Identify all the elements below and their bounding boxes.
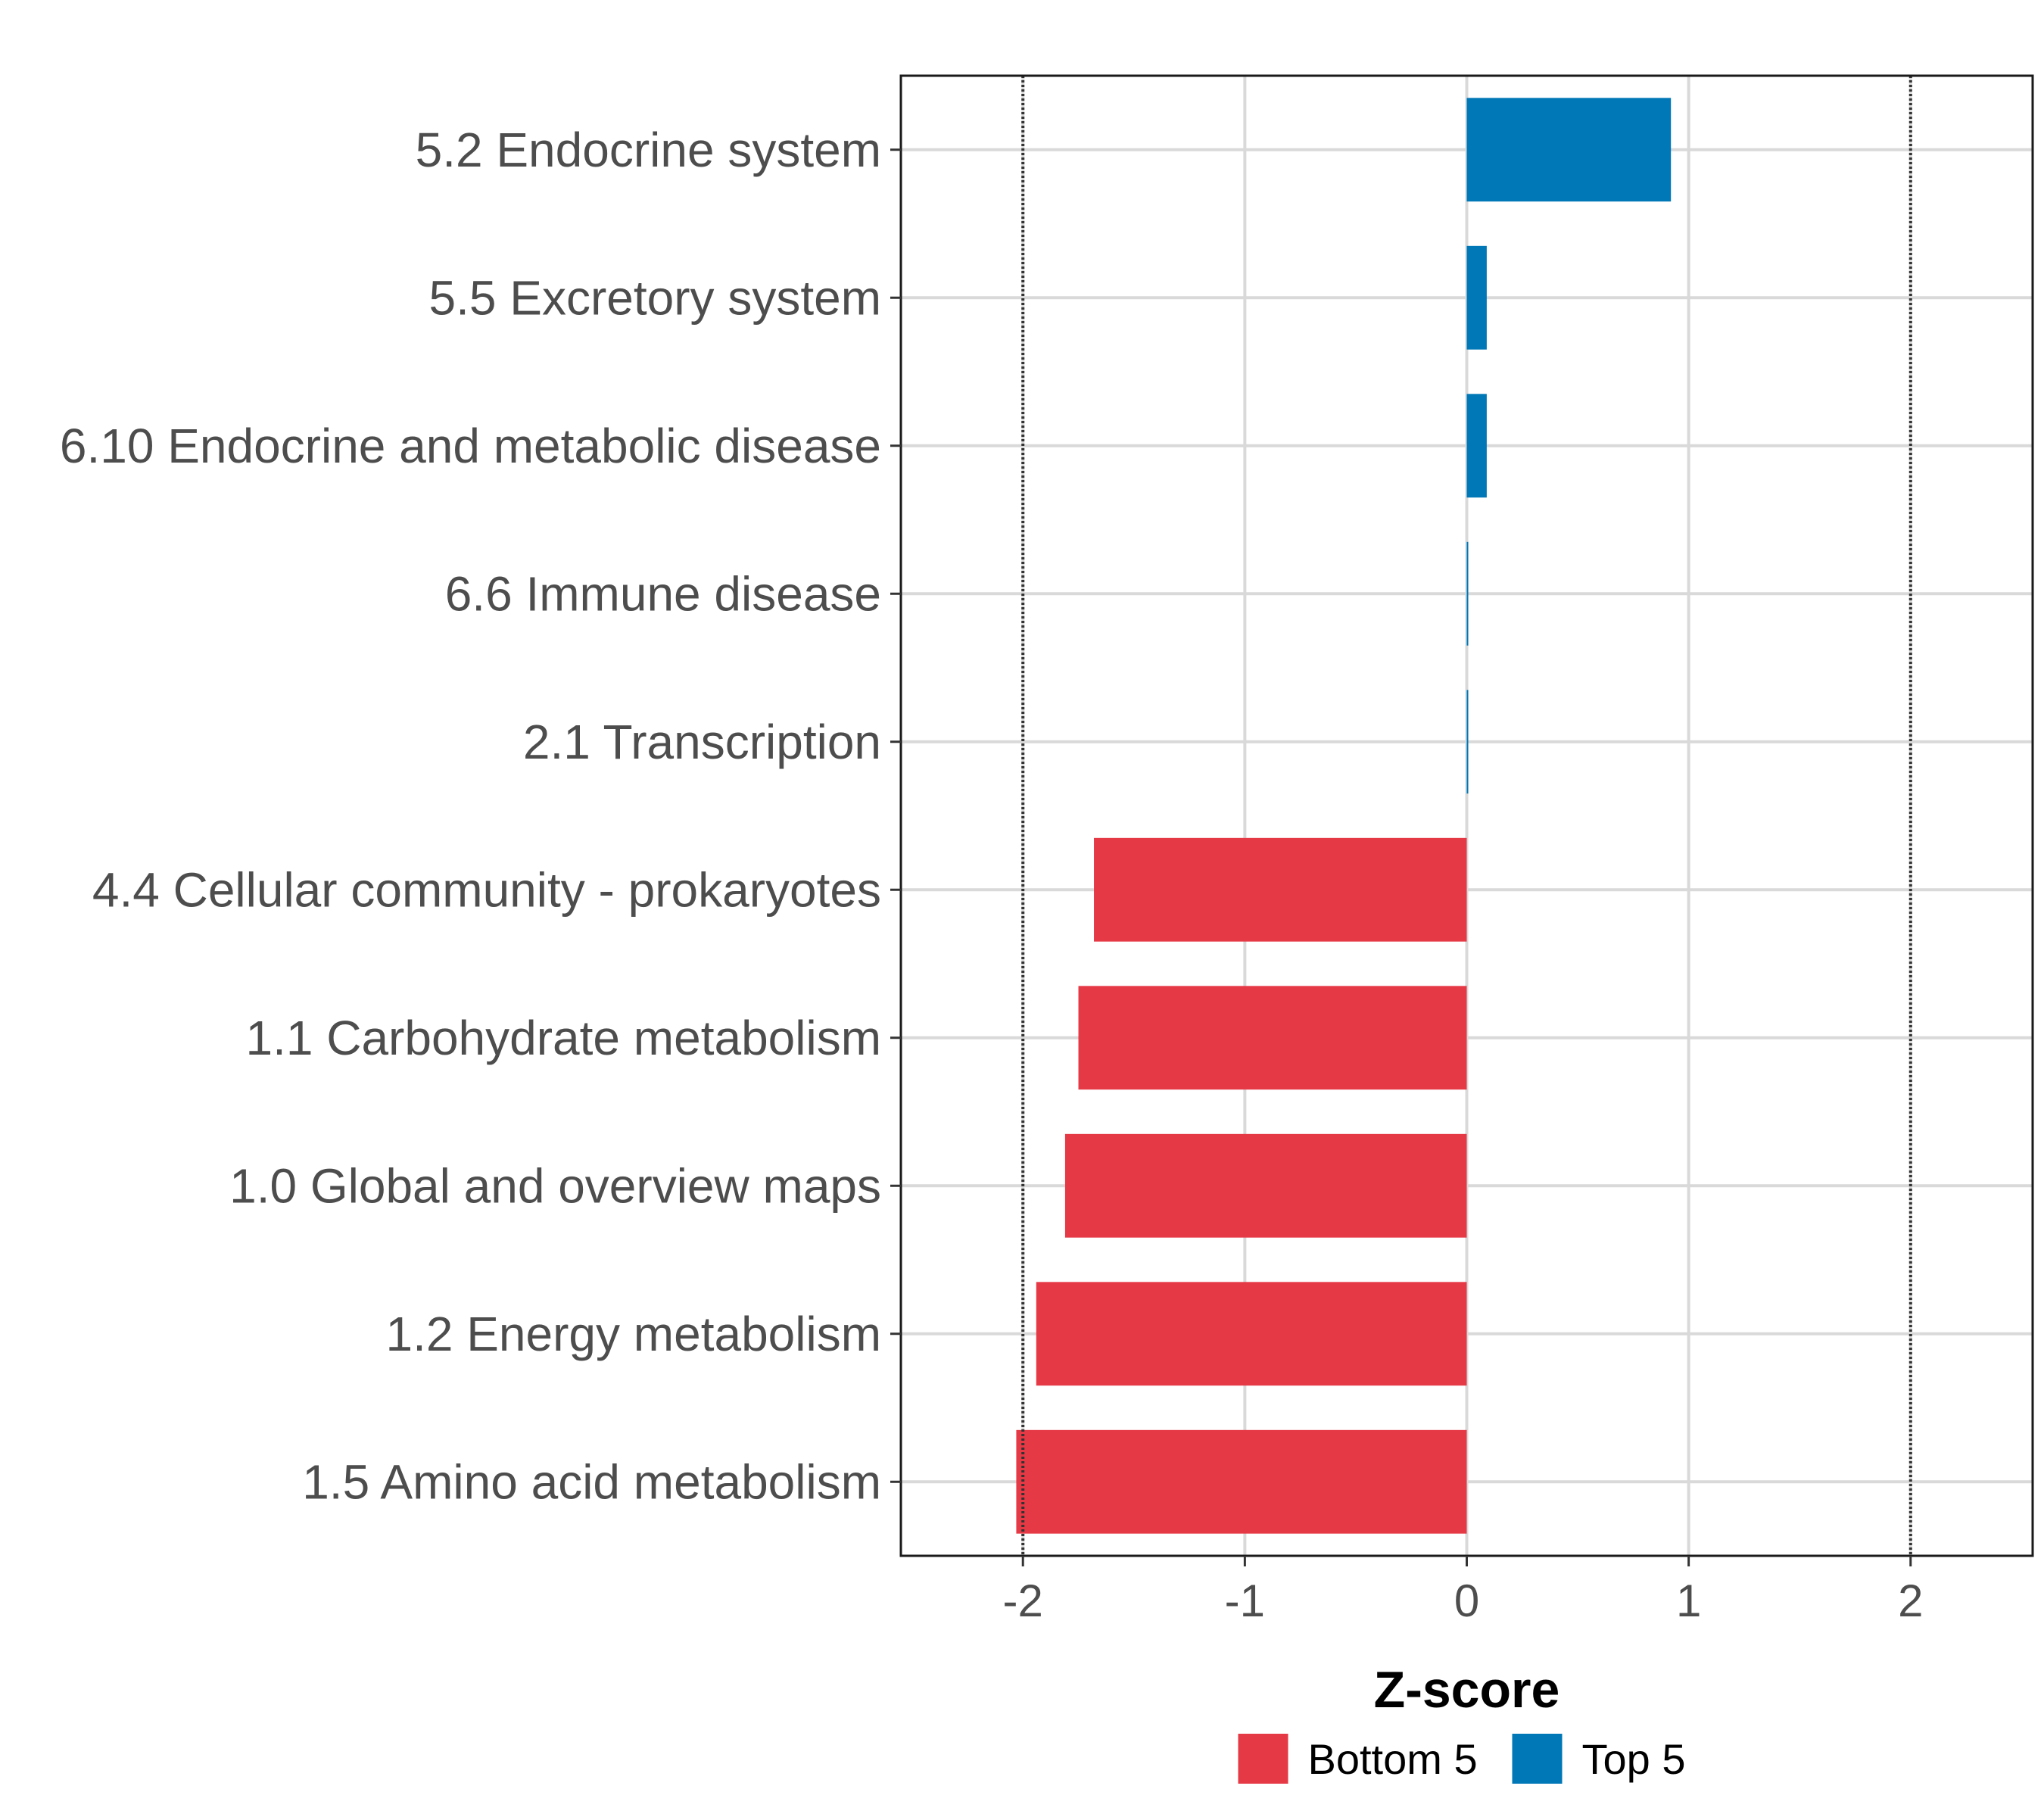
legend-label-1: Top 5 xyxy=(1582,1735,1686,1783)
category-label-4: 2.1 Transcription xyxy=(523,715,881,769)
category-label-3: 6.6 Immune disease xyxy=(445,566,881,621)
category-label-8: 1.2 Energy metabolism xyxy=(385,1307,881,1361)
bar-4 xyxy=(1466,690,1469,794)
category-label-2: 6.10 Endocrine and metabolic disease xyxy=(60,419,881,473)
reference-lines xyxy=(1021,76,1912,1556)
bar-6 xyxy=(1078,986,1467,1090)
x-tick-label-3: 1 xyxy=(1676,1575,1701,1626)
bar-1 xyxy=(1466,245,1487,350)
category-label-5: 4.4 Cellular community - prokaryotes xyxy=(92,862,881,917)
bar-2 xyxy=(1466,394,1487,498)
category-label-7: 1.0 Global and overview maps xyxy=(229,1158,881,1213)
x-tick-label-1: -1 xyxy=(1225,1575,1265,1626)
bar-7 xyxy=(1064,1133,1467,1238)
category-label-9: 1.5 Amino acid metabolism xyxy=(302,1454,881,1509)
x-tick-label-2: 0 xyxy=(1454,1575,1479,1626)
legend: Bottom 5 Top 5 xyxy=(1238,1734,1686,1784)
bar-3 xyxy=(1466,541,1469,646)
x-tick-label-4: 2 xyxy=(1898,1575,1923,1626)
y-axis: 5.2 Endocrine system 5.5 Excretory system… xyxy=(60,123,901,1509)
bar-9 xyxy=(1016,1429,1467,1534)
bar-8 xyxy=(1036,1282,1467,1386)
x-tick-label-0: -2 xyxy=(1003,1575,1043,1626)
bar-5 xyxy=(1094,837,1467,942)
category-label-6: 1.1 Carbohydrate metabolism xyxy=(245,1011,881,1065)
x-axis: -2 -1 0 1 2 xyxy=(1003,1556,1923,1626)
legend-label-0: Bottom 5 xyxy=(1308,1735,1478,1783)
bars xyxy=(1016,98,1672,1534)
x-axis-title: Z-score xyxy=(1374,1661,1560,1719)
legend-swatch-1 xyxy=(1512,1734,1563,1784)
bar-0 xyxy=(1466,98,1672,202)
legend-swatch-0 xyxy=(1238,1734,1288,1784)
category-label-0: 5.2 Endocrine system xyxy=(416,123,881,177)
category-label-1: 5.5 Excretory system xyxy=(429,270,882,325)
